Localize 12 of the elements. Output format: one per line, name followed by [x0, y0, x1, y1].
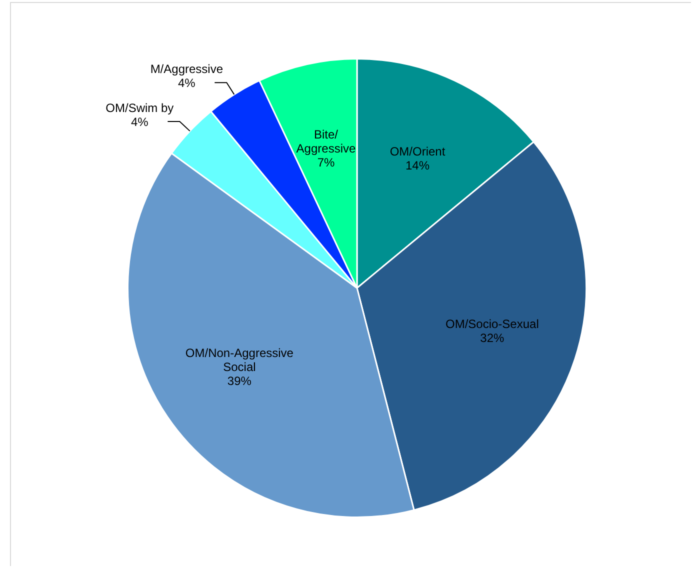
data-label: 4%: [178, 76, 196, 90]
slice-label: OM/Non-Aggressive Social: [185, 346, 294, 374]
data-label: 7%: [317, 156, 335, 170]
slice-label: Bite/Aggressive: [296, 128, 356, 156]
slice-label: OM/Orient: [390, 144, 446, 159]
data-label: 4%: [131, 114, 149, 129]
data-label: 39%: [227, 374, 252, 388]
slice-label: OM/Swim by: [106, 100, 174, 115]
slice-label: M/Aggressive: [150, 62, 224, 76]
slice-label: OM/Socio-Sexual: [445, 317, 539, 332]
data-label: 32%: [480, 331, 505, 346]
data-label: 14%: [406, 158, 430, 173]
